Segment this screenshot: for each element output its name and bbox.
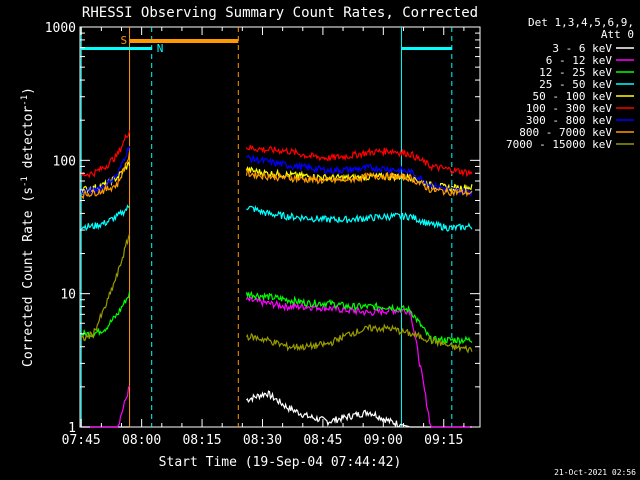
ticks-layer: 07:45 08:00 08:15 08:30 08:45 09:00 09:15 1 10 10… <box>45 21 480 448</box>
x-tick-label: 08:15 <box>182 433 221 448</box>
series-line-post <box>245 154 473 198</box>
y-axis-label-main: Corrected Count Rate (s <box>21 187 36 367</box>
series-line-post <box>246 205 473 232</box>
x-tick-label: 08:00 <box>122 433 161 448</box>
night-bar <box>81 47 152 50</box>
series-line-post <box>245 144 473 178</box>
x-tick-label: 09:00 <box>364 433 403 448</box>
y-tick-label: 10 <box>60 288 76 303</box>
series-line-pre <box>80 130 131 179</box>
footer-timestamp: 21-Oct-2021 02:56 <box>554 468 636 477</box>
legend-label: 800 - 7000 keV <box>519 126 612 139</box>
y-axis-label-end: ) <box>21 87 36 95</box>
legend-label: 100 - 300 keV <box>526 102 612 115</box>
legend-label: 12 - 25 keV <box>539 66 612 79</box>
x-tick-label: 09:15 <box>424 433 463 448</box>
night-bar-2 <box>401 47 452 50</box>
series-3 <box>80 204 473 232</box>
series-5 <box>80 130 473 179</box>
y-axis-label: Corrected Count Rate (s-1 detector-1) <box>20 87 36 367</box>
series-line-post <box>245 169 473 198</box>
x-tick-label: 07:45 <box>62 433 101 448</box>
chart-title: RHESSI Observing Summary Count Rates, Co… <box>82 5 478 21</box>
legend-label: 3 - 6 keV <box>552 42 612 55</box>
legend-label: 300 - 800 keV <box>526 114 612 127</box>
series-line-pre <box>80 233 131 342</box>
series-line-post <box>245 295 472 428</box>
x-tick-label: 08:45 <box>303 433 342 448</box>
series-0 <box>81 390 472 429</box>
x-axis-label: Start Time (19-Sep-04 07:44:42) <box>159 455 402 470</box>
series-8 <box>80 233 473 354</box>
legend-header-line-2: Att 0 <box>601 28 634 41</box>
series-line-post <box>245 290 473 346</box>
saa-bar <box>129 39 239 43</box>
y-axis-label-mid: detector <box>21 106 36 177</box>
plot-frame <box>79 26 481 428</box>
legend-header-line-1: Det 1,3,4,5,6,9, <box>528 16 634 29</box>
legend-label: 7000 - 15000 keV <box>506 138 612 151</box>
flag-label-n: N <box>157 42 164 55</box>
series-line-pre <box>80 291 131 339</box>
series-line-pre <box>81 385 131 428</box>
y-tick-label: 100 <box>53 154 76 169</box>
y-axis-label-sup1: -1 <box>20 176 30 187</box>
x-tick-label: 08:30 <box>243 433 282 448</box>
flag-label-s: S <box>121 34 128 47</box>
legend-label: 50 - 100 keV <box>533 90 613 103</box>
series-line-pre <box>80 204 130 232</box>
series-7 <box>81 151 473 200</box>
y-tick-label: 1 <box>68 421 76 436</box>
legend-label: 25 - 50 keV <box>539 78 612 91</box>
y-tick-label: 1000 <box>45 21 76 36</box>
series-line-post <box>245 390 472 429</box>
series-2 <box>80 290 473 346</box>
series-line-post <box>245 323 473 354</box>
legend-label: 6 - 12 keV <box>546 54 613 67</box>
series-line-pre <box>81 151 131 200</box>
flags-layer: SN <box>80 27 453 427</box>
y-axis-label-sup2: -1 <box>20 95 30 106</box>
series-layer <box>80 130 473 429</box>
